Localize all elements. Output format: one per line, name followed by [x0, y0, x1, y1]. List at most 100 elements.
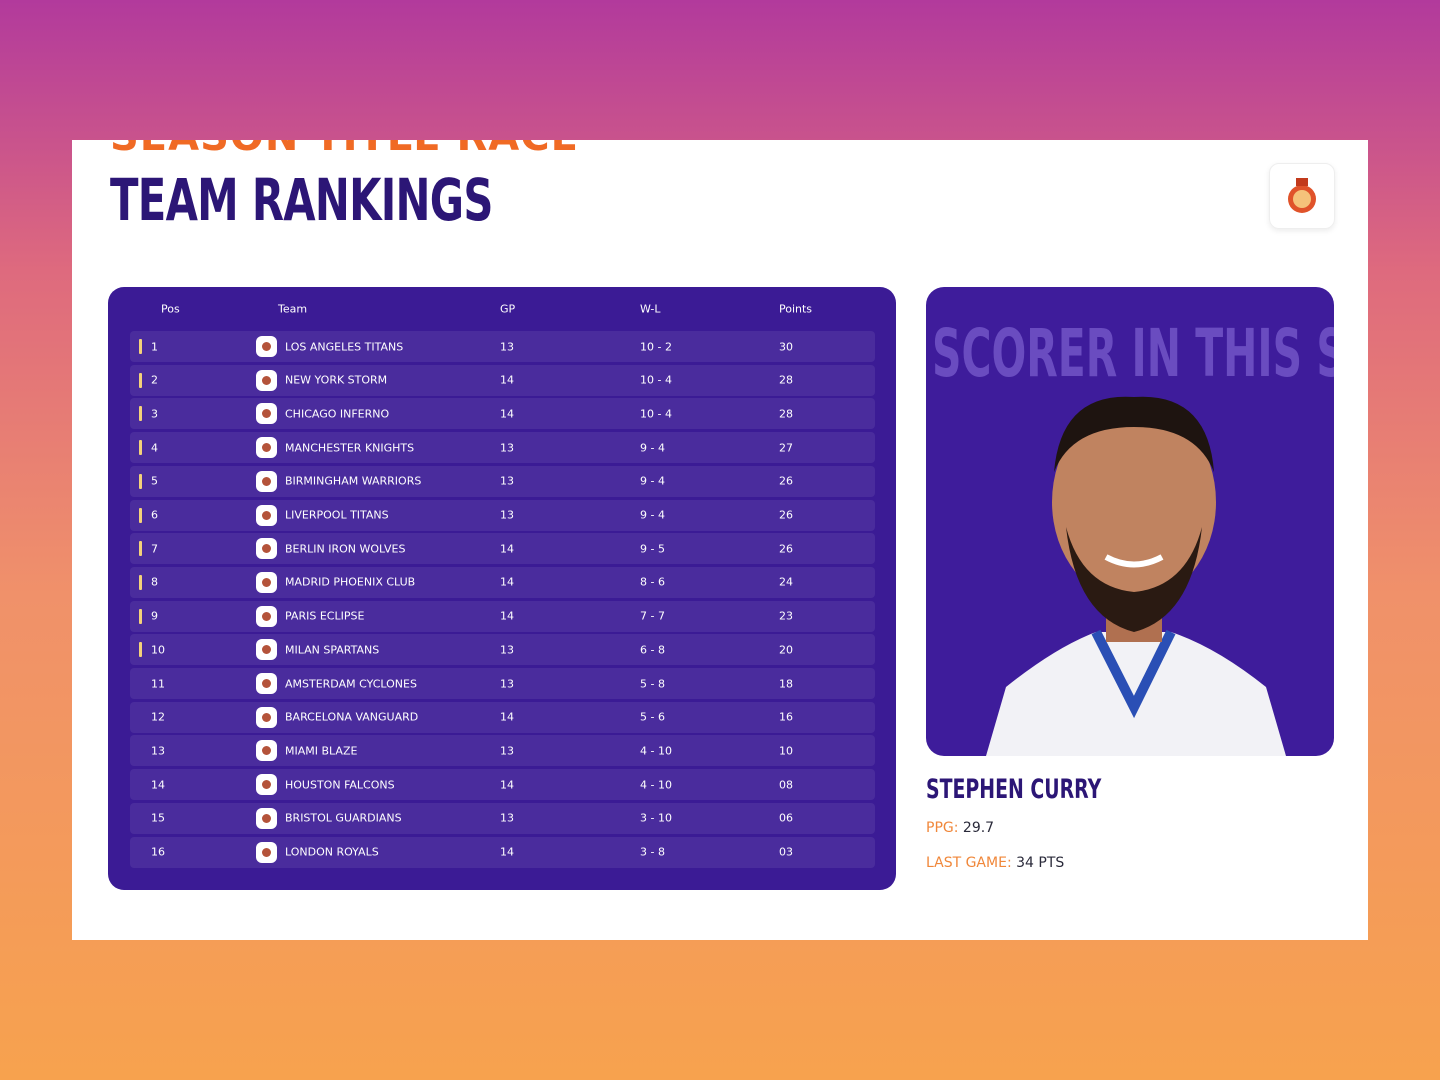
- cell: LIVERPOOL TITANS: [285, 508, 389, 522]
- team-icon: [256, 571, 277, 593]
- cell: 7: [151, 542, 158, 556]
- table-row: 13 MIAMI BLAZE 13 4 - 10 10: [130, 735, 875, 767]
- cell: 26: [779, 508, 793, 522]
- rank-marker: [139, 574, 142, 590]
- cell: 26: [779, 542, 793, 556]
- cell: MILAN SPARTANS: [285, 643, 380, 657]
- stat: LAST GAME: 34 PTS: [926, 855, 1064, 871]
- cell: BRISTOL GUARDIANS: [285, 811, 402, 825]
- table-row: 5 BIRMINGHAM WARRIORS 13 9 - 4 26: [130, 465, 875, 497]
- table-row: 1 LOS ANGELES TITANS 13 10 - 2 30: [130, 331, 875, 362]
- cell: 9 - 4: [640, 508, 665, 522]
- cell: 14: [500, 710, 514, 724]
- cell: 13: [500, 340, 514, 353]
- team-icon: [256, 437, 277, 459]
- cell: 8: [151, 575, 158, 589]
- table-row: 4 MANCHESTER KNIGHTS 13 9 - 4 27: [130, 432, 875, 464]
- cell: 27: [779, 441, 793, 455]
- cell: 13: [151, 744, 165, 758]
- cell: 4 - 10: [640, 778, 672, 792]
- team-icon: [256, 673, 277, 694]
- rankings-panel: SEASON TITLE RACE TEAM RANKINGS Pos Team G…: [72, 140, 1368, 940]
- cell: 03: [779, 845, 793, 859]
- cell: 18: [779, 677, 793, 690]
- club-logo: [1269, 163, 1335, 229]
- cell: 26: [779, 474, 793, 488]
- team-icon: [256, 336, 277, 357]
- team-icon: [256, 504, 277, 526]
- cell: 5 - 6: [640, 710, 665, 724]
- cell: 14: [500, 778, 514, 792]
- table-row: 6 LIVERPOOL TITANS 13 9 - 4 26: [130, 499, 875, 531]
- team-icon: [256, 774, 277, 796]
- cell: 7 - 7: [640, 609, 665, 623]
- cell: 28: [779, 407, 793, 421]
- cell: 28: [779, 373, 793, 387]
- column-header: Pos: [161, 302, 180, 315]
- cell: 13: [500, 811, 514, 825]
- column-header: GP: [500, 302, 516, 315]
- page-title: TEAM RANKINGS: [110, 166, 493, 234]
- table-row: 9 PARIS ECLIPSE 14 7 - 7 23: [130, 600, 875, 632]
- cell: 14: [151, 778, 165, 792]
- rank-marker: [139, 473, 142, 489]
- rank-marker: [139, 406, 142, 422]
- cell: 12: [151, 710, 165, 724]
- table-row: 12 BARCELONA VANGUARD 14 5 - 6 16: [130, 701, 875, 733]
- table-row: 7 BERLIN IRON WOLVES 14 9 - 5 26: [130, 533, 875, 565]
- stat-value: 34 PTS: [1016, 855, 1065, 871]
- rank-marker: [139, 642, 142, 658]
- column-header: Points: [779, 302, 813, 315]
- cell: NEW YORK STORM: [285, 373, 388, 387]
- player-card: SCORER IN THIS SEASON: [926, 287, 1334, 756]
- cell: 13: [500, 677, 514, 690]
- kicker: SEASON TITLE RACE: [110, 140, 579, 160]
- cell: 6: [151, 508, 158, 522]
- table-row: 11 AMSTERDAM CYCLONES 13 5 - 8 18: [130, 668, 875, 699]
- cell: 1: [151, 340, 158, 353]
- table-row: 15 BRISTOL GUARDIANS 13 3 - 10 06: [130, 802, 875, 834]
- cell: 10: [779, 744, 793, 758]
- cell: 14: [500, 373, 514, 387]
- column-header: W-L: [640, 302, 661, 315]
- cell: 6 - 8: [640, 643, 665, 657]
- stat-label: LAST GAME:: [926, 855, 1012, 871]
- cell: 10 - 4: [640, 407, 672, 421]
- rank-marker: [139, 507, 142, 523]
- cell: 13: [500, 441, 514, 455]
- player-photo: [986, 396, 1286, 756]
- team-icon: [256, 403, 277, 425]
- cell: 9 - 4: [640, 474, 665, 488]
- cell: 20: [779, 643, 793, 657]
- team-icon: [256, 538, 277, 560]
- team-icon: [256, 706, 277, 728]
- player-name: STEPHEN CURRY: [926, 774, 1102, 805]
- cell: 14: [500, 845, 514, 859]
- column-header: Team: [278, 302, 308, 315]
- table-row: 8 MADRID PHOENIX CLUB 14 8 - 6 24: [130, 566, 875, 598]
- cell: LONDON ROYALS: [285, 845, 379, 859]
- cell: 4 - 10: [640, 744, 672, 758]
- cell: 15: [151, 811, 165, 825]
- table-row: 3 CHICAGO INFERNO 14 10 - 4 28: [130, 398, 875, 430]
- table-row: 2 NEW YORK STORM 14 10 - 4 28: [130, 364, 875, 396]
- cell: 9: [151, 609, 158, 623]
- rank-marker: [139, 541, 142, 557]
- cell: 9 - 5: [640, 542, 665, 556]
- cell: 9 - 4: [640, 441, 665, 455]
- cell: 06: [779, 811, 793, 825]
- table-row: 16 LONDON ROYALS 14 3 - 8 03: [130, 836, 875, 868]
- cell: 10: [151, 643, 165, 657]
- cell: 13: [500, 474, 514, 488]
- cell: AMSTERDAM CYCLONES: [285, 677, 417, 690]
- cell: CHICAGO INFERNO: [285, 407, 390, 421]
- rank-marker: [139, 440, 142, 456]
- stat-value: 29.7: [962, 820, 995, 836]
- cell: 10 - 2: [640, 340, 672, 353]
- team-icon: [256, 740, 277, 762]
- table-row: 10 MILAN SPARTANS 13 6 - 8 20: [130, 634, 875, 666]
- cell: 5 - 8: [640, 677, 665, 690]
- team-icon: [256, 470, 277, 492]
- cell: 16: [151, 845, 165, 859]
